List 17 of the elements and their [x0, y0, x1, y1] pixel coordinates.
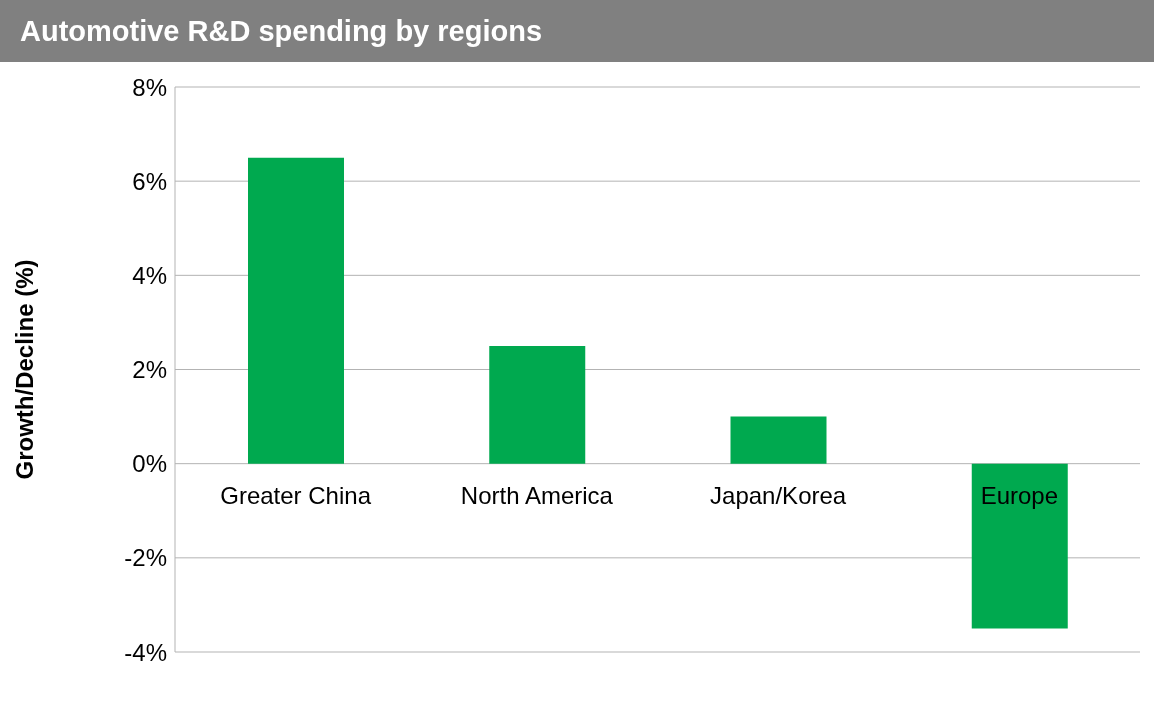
chart-title: Automotive R&D spending by regions — [0, 0, 1154, 62]
y-tick-label: -4% — [124, 638, 167, 666]
bar — [971, 463, 1068, 629]
bar — [489, 345, 586, 464]
y-tick-label: 0% — [132, 450, 167, 478]
bar — [248, 157, 344, 464]
x-tick-label: Japan/Korea — [710, 481, 847, 509]
bar — [730, 416, 827, 464]
y-tick-label: 8% — [132, 73, 167, 101]
y-tick-label: 4% — [132, 261, 167, 289]
y-axis-title: Growth/Decline (%) — [10, 259, 38, 480]
y-tick-label: -2% — [124, 544, 167, 572]
x-tick-label: Greater China — [220, 481, 372, 509]
x-tick-label: North America — [460, 481, 614, 509]
x-tick-label: Europe — [980, 481, 1059, 509]
y-tick-label: 2% — [132, 356, 167, 384]
y-tick-label: 6% — [132, 167, 167, 195]
